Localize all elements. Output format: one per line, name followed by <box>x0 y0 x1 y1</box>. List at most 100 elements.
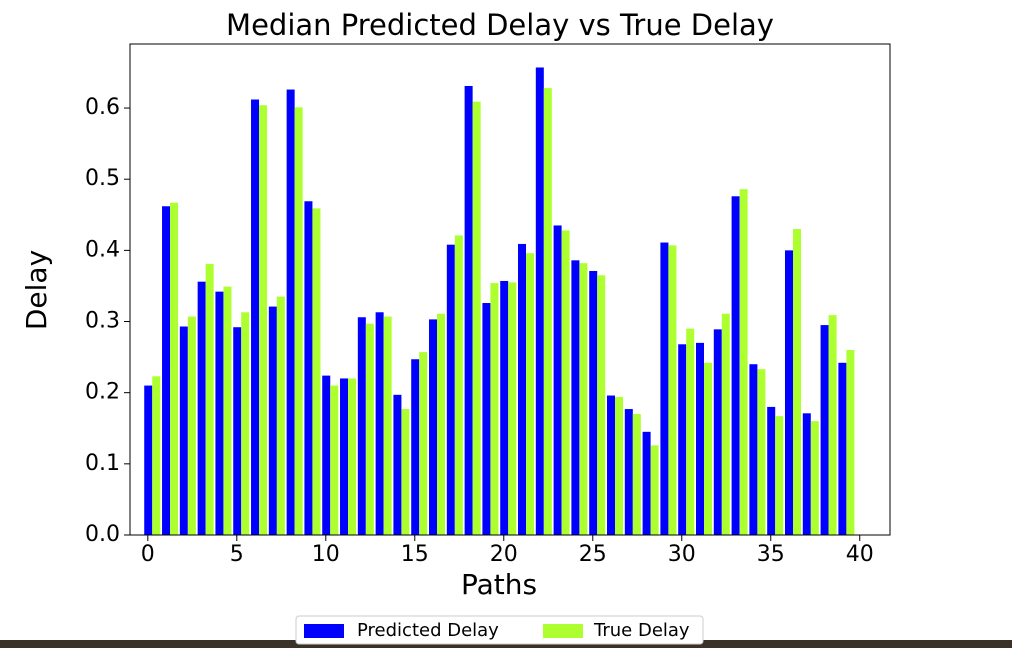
bar <box>304 201 313 535</box>
bar <box>838 362 847 535</box>
bar <box>775 416 784 535</box>
legend-box <box>295 615 704 645</box>
x-tick-label: 25 <box>579 542 607 567</box>
x-tick-label: 5 <box>230 542 244 567</box>
bar <box>508 282 517 535</box>
plot-frame <box>129 43 891 536</box>
bar <box>429 319 438 535</box>
bar <box>518 243 527 535</box>
bar <box>205 263 214 535</box>
bar <box>312 208 321 535</box>
bar <box>294 107 303 536</box>
bar <box>642 431 651 535</box>
bar <box>348 378 357 535</box>
x-tick-label: 10 <box>312 542 340 567</box>
x-tick-label: 40 <box>846 542 874 567</box>
bar <box>472 101 481 535</box>
bar <box>340 378 349 535</box>
bar <box>820 325 829 535</box>
y-tick-label: 0.5 <box>85 166 120 191</box>
x-tick-label: 35 <box>757 542 785 567</box>
bar <box>757 369 766 535</box>
x-tick-label: 20 <box>490 542 518 567</box>
y-tick-label: 0.4 <box>85 237 120 262</box>
bar <box>624 409 633 535</box>
bar <box>286 89 295 536</box>
bar <box>615 396 624 535</box>
bar <box>792 229 802 535</box>
bar <box>179 326 188 535</box>
legend-label: Predicted Delay <box>357 620 499 641</box>
bar <box>846 349 855 535</box>
bar <box>446 244 455 536</box>
bar <box>375 312 384 535</box>
bar <box>607 395 616 535</box>
bar <box>535 67 544 535</box>
bar <box>579 263 588 535</box>
bar <box>383 316 392 535</box>
bar <box>784 250 793 536</box>
bar <box>464 85 473 535</box>
bar <box>668 245 677 535</box>
bar <box>678 344 687 535</box>
bar <box>365 323 374 535</box>
bar <box>437 313 446 535</box>
y-axis-label: Delay <box>20 250 53 330</box>
bar <box>268 306 277 535</box>
bar <box>152 376 161 535</box>
legend-label: True Delay <box>593 620 690 641</box>
bar <box>357 317 366 535</box>
bar <box>695 342 705 535</box>
y-tick-label: 0.6 <box>85 95 120 120</box>
bar <box>632 414 641 535</box>
bar <box>543 88 552 536</box>
bar <box>802 413 811 535</box>
bar <box>276 296 285 535</box>
bar <box>571 260 580 535</box>
bar <box>828 315 837 535</box>
bar <box>589 270 598 535</box>
x-axis-label: Paths <box>461 568 537 601</box>
bar <box>454 235 463 536</box>
y-tick-label: 0.3 <box>85 309 120 334</box>
bar <box>660 242 669 535</box>
bar <box>241 312 250 535</box>
bar <box>526 253 535 536</box>
bar <box>810 421 819 535</box>
bar <box>322 375 331 535</box>
bar <box>561 230 570 535</box>
bar <box>490 283 499 535</box>
bar <box>721 313 730 535</box>
chart-title: Median Predicted Delay vs True Delay <box>226 8 774 42</box>
bar <box>162 206 171 536</box>
bar <box>482 303 491 535</box>
bar <box>170 202 179 536</box>
bar <box>401 409 410 535</box>
legend-swatch <box>304 624 344 638</box>
bar <box>330 385 339 535</box>
bar <box>144 385 153 535</box>
bar <box>259 105 268 536</box>
bar <box>686 328 695 535</box>
bar <box>767 406 776 535</box>
bar <box>187 316 196 535</box>
bar <box>419 352 428 535</box>
bar <box>650 445 659 535</box>
y-tick-label: 0.1 <box>85 451 120 476</box>
legend-swatch <box>543 624 583 638</box>
y-tick-label: 0.2 <box>85 380 120 405</box>
bar <box>223 286 232 535</box>
bar <box>704 362 713 535</box>
bar <box>393 394 402 535</box>
bar <box>713 329 722 535</box>
bar <box>251 99 260 536</box>
bar <box>500 280 509 535</box>
bar <box>739 189 748 535</box>
x-tick-label: 15 <box>401 542 429 567</box>
bar <box>553 225 562 535</box>
bar <box>197 281 206 535</box>
bar <box>411 359 420 535</box>
bar <box>597 275 606 535</box>
